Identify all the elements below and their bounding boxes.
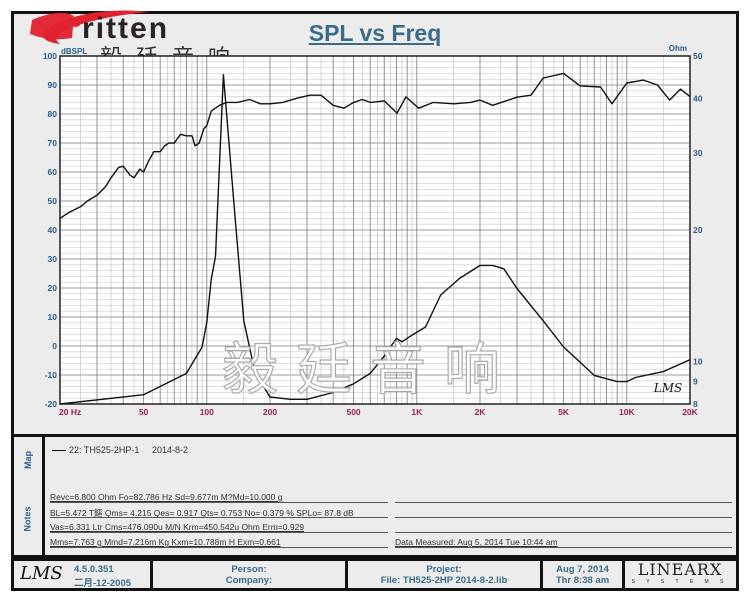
- x-tick-label: 2K: [475, 407, 487, 417]
- x-tick-label: 10K: [619, 407, 635, 417]
- file-label: File: TH525-2HP 2014-8-2.lib: [380, 575, 508, 586]
- x-tick-label: 200: [263, 407, 277, 417]
- y-tick-left: 20: [48, 283, 58, 293]
- y-tick-left: 0: [52, 341, 57, 351]
- note-line-4: Mms=7.763 g Mmd=7.216m Kg Kxm=10.788m H …: [50, 537, 281, 547]
- spl-curve: [59, 72, 691, 219]
- datetime-cell: Aug 7, 2014 Thr 8:38 am: [543, 561, 625, 588]
- company-label: Company:: [225, 575, 273, 586]
- x-tick-label: 20K: [682, 407, 698, 417]
- y-tick-right: 50: [693, 51, 703, 61]
- footer: LMS 4.5.0.351 二月-12-2005 Person: Company…: [11, 558, 739, 591]
- legend-line-swatch: [52, 450, 66, 451]
- y-tick-left: 10: [48, 312, 58, 322]
- linearx-logo: LINEARX S Y S T E M S: [631, 561, 729, 585]
- y-tick-right: 20: [693, 225, 703, 235]
- plot-border: [59, 55, 691, 405]
- note-rule: [50, 502, 388, 503]
- y-tick-left: 40: [48, 225, 58, 235]
- lms-cell: LMS 4.5.0.351 二月-12-2005: [14, 561, 153, 589]
- notes-label: Notes: [14, 482, 45, 555]
- project-cell: Project: File: TH525-2HP 2014-8-2.lib: [348, 561, 543, 588]
- note-rule: [50, 532, 388, 533]
- y-tick-left: 60: [48, 167, 58, 177]
- note-line-2: BL=5.472 T鏂 Qms= 4.215 Qes= 0.917 Qts= 0…: [50, 508, 354, 518]
- y-axis-label-left: dBSPL: [61, 47, 87, 56]
- version: 4.5.0.351: [74, 564, 114, 575]
- x-tick-label: 50: [139, 407, 149, 417]
- lms-annotation: LMS: [653, 381, 682, 395]
- y-tick-right: 10: [693, 357, 703, 367]
- y-tick-left: 90: [48, 80, 58, 90]
- x-tick-label: 500: [346, 407, 360, 417]
- y-tick-right: 40: [693, 93, 703, 103]
- y-tick-right: 9: [693, 377, 698, 387]
- map-label: Map: [14, 437, 45, 482]
- legend-entry: 22: TH525-2HP-1: [69, 445, 140, 455]
- note-line-1: Revc=6.800 Ohm Fo=82.786 Hz Sd=9.677m M?…: [50, 492, 283, 502]
- note-rule: [395, 547, 732, 548]
- note-line-3: Vas=6.331 Ltr Cms=476.090u M/N Krm=450.5…: [50, 522, 305, 532]
- chart-title: SPL vs Freq: [308, 20, 442, 46]
- note-rule: [395, 517, 732, 518]
- note-rule: [395, 532, 732, 533]
- y-tick-left: 100: [43, 51, 57, 61]
- impedance-curve: [59, 74, 691, 405]
- y-tick-right: 30: [693, 148, 703, 158]
- note-rule: [395, 502, 732, 503]
- project-label: Project:: [426, 564, 462, 575]
- x-tick-label: 20 Hz: [59, 407, 81, 417]
- brand-logo-text: Eritten: [82, 12, 170, 45]
- x-tick-label: 1K: [411, 407, 423, 417]
- data-measured: Data Measured: Aug 5, 2014 Tue 10:44 am: [395, 537, 558, 547]
- footer-time: Thr 8:38 am: [555, 575, 610, 586]
- y-tick-right: 8: [693, 399, 698, 409]
- y-tick-left: 80: [48, 109, 58, 119]
- note-rule: [50, 517, 388, 518]
- person-cell: Person: Company:: [153, 561, 348, 588]
- y-tick-left: 50: [48, 196, 58, 206]
- watermark: 毅廷音响: [221, 338, 518, 403]
- lms-logo: LMS: [20, 563, 63, 584]
- footer-date: Aug 7, 2014: [556, 564, 609, 575]
- y-tick-left: -10: [45, 370, 58, 380]
- y-axis-label-right: Ohm: [669, 44, 687, 53]
- legend-date: 2014-8-2: [152, 445, 189, 455]
- x-tick-label: 5K: [558, 407, 570, 417]
- y-tick-left: -20: [45, 399, 58, 409]
- x-tick-label: 100: [200, 407, 214, 417]
- map-section: Map 22: TH525-2HP-1 2014-8-2: [11, 434, 739, 485]
- build-date: 二月-12-2005: [74, 578, 132, 589]
- notes-section: Notes Revc=6.800 Ohm Fo=82.786 Hz Sd=9.6…: [11, 482, 739, 558]
- y-tick-left: 30: [48, 254, 58, 264]
- person-label: Person:: [231, 564, 267, 575]
- note-rule: [50, 547, 388, 548]
- y-tick-left: 70: [48, 138, 58, 148]
